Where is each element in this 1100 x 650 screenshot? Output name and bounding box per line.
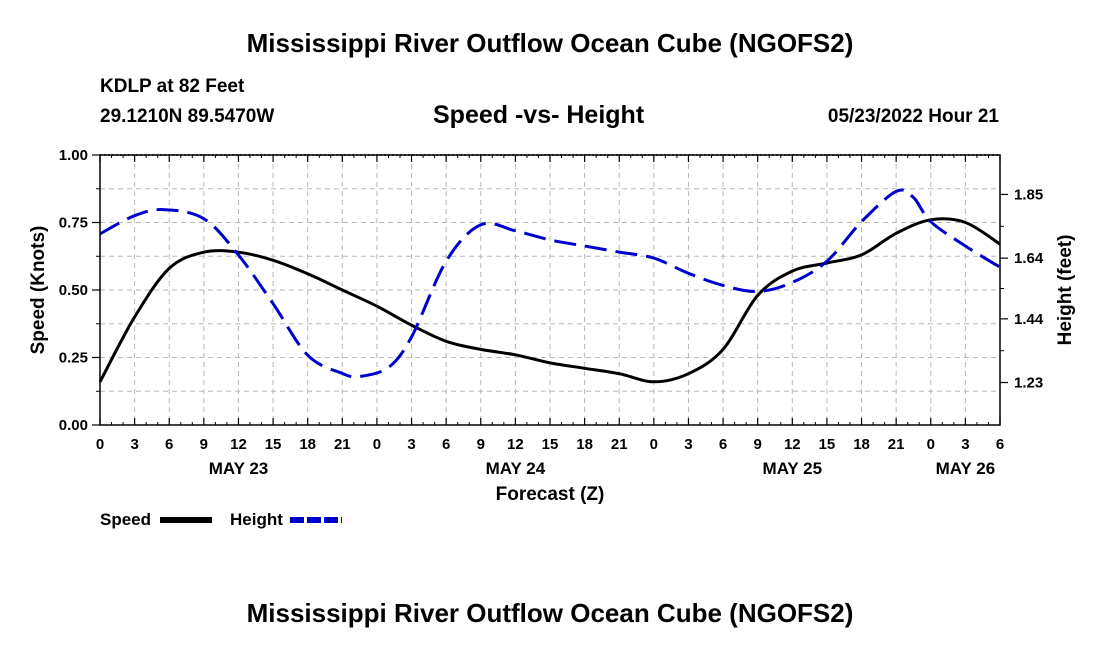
station-coordinates: 29.1210N 89.5470W xyxy=(100,106,275,127)
date-label: MAY 23 xyxy=(209,459,269,478)
legend: Speed Height xyxy=(100,510,342,529)
legend-label-speed: Speed xyxy=(100,510,151,529)
y-tick-label: 1.00 xyxy=(59,147,88,164)
y-axis-title: Speed (Knots) xyxy=(28,226,49,355)
y-tick-label: 0.50 xyxy=(59,282,88,299)
series-layer xyxy=(98,188,1001,384)
legend-label-height: Height xyxy=(230,510,283,529)
y2-tick-label: 1.23 xyxy=(1014,375,1043,392)
station-label: KDLP at 82 Feet xyxy=(100,76,245,97)
x-tick-label: 9 xyxy=(477,436,485,453)
series-line-height xyxy=(99,188,1001,379)
date-label: MAY 24 xyxy=(486,459,546,478)
x-tick-label: 18 xyxy=(299,436,316,453)
x-tick-label: 12 xyxy=(230,436,247,453)
chart-title: Mississippi River Outflow Ocean Cube (NG… xyxy=(246,28,854,58)
y2-axis-title: Height (feet) xyxy=(1055,235,1076,346)
x-tick-label: 18 xyxy=(853,436,870,453)
x-tick-label: 9 xyxy=(200,436,208,453)
x-tick-label: 15 xyxy=(819,436,836,453)
x-tick-label: 15 xyxy=(542,436,559,453)
x-tick-label: 9 xyxy=(754,436,762,453)
x-tick-label: 3 xyxy=(961,436,969,453)
x-tick-label: 21 xyxy=(334,436,351,453)
x-tick-label: 0 xyxy=(650,436,658,453)
y2-tick-label: 1.64 xyxy=(1014,250,1044,267)
forecast-datetime: 05/23/2022 Hour 21 xyxy=(827,106,999,127)
chart-subtitle: Speed -vs- Height xyxy=(433,101,645,129)
footer-title: Mississippi River Outflow Ocean Cube (NG… xyxy=(246,598,854,628)
date-label: MAY 25 xyxy=(763,459,823,478)
x-tick-label: 3 xyxy=(130,436,138,453)
x-tick-label: 0 xyxy=(96,436,104,453)
x-axis-title: Forecast (Z) xyxy=(496,484,605,505)
x-tick-label: 0 xyxy=(927,436,935,453)
y2-tick-label: 1.44 xyxy=(1014,311,1044,328)
x-tick-label: 6 xyxy=(996,436,1004,453)
x-tick-label: 12 xyxy=(507,436,524,453)
x-tick-label: 3 xyxy=(407,436,415,453)
x-tick-label: 21 xyxy=(611,436,628,453)
x-tick-label: 0 xyxy=(373,436,381,453)
y-tick-label: 0.75 xyxy=(59,215,88,232)
y2-tick-label: 1.85 xyxy=(1014,186,1043,203)
x-tick-label: 6 xyxy=(442,436,450,453)
y-tick-label: 0.00 xyxy=(59,417,88,434)
x-tick-label: 15 xyxy=(265,436,282,453)
x-tick-label: 3 xyxy=(684,436,692,453)
grid xyxy=(100,154,1000,425)
date-label: MAY 26 xyxy=(936,459,996,478)
x-tick-label: 18 xyxy=(576,436,593,453)
x-tick-label: 6 xyxy=(165,436,173,453)
x-tick-label: 21 xyxy=(888,436,905,453)
x-tick-label: 6 xyxy=(719,436,727,453)
y-tick-label: 0.25 xyxy=(59,350,88,367)
axes: 0 3 6 9 12 15 18 21 0 3 6 9 12 15 18 21 0 3 6 9 12 15 18 21 0 3 6 0… xyxy=(59,147,1044,478)
x-tick-label: 12 xyxy=(784,436,801,453)
